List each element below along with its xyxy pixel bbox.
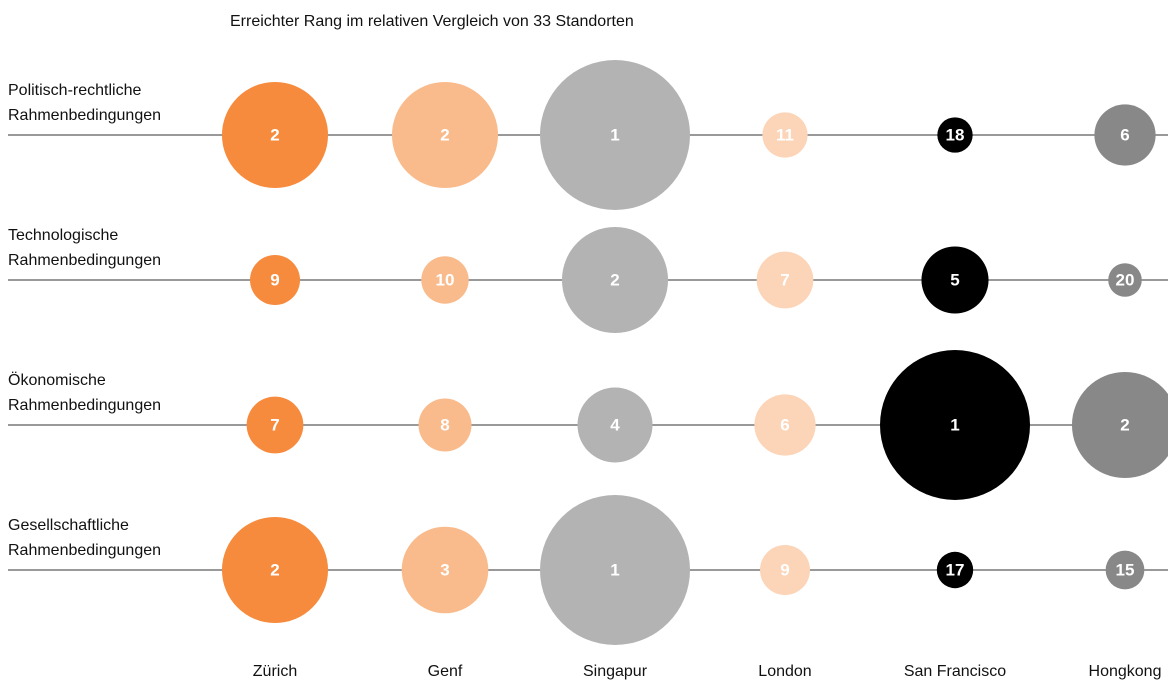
bubble-label: 2 bbox=[270, 560, 279, 579]
row-label: Rahmenbedingungen bbox=[8, 252, 161, 269]
bubble-label: 1 bbox=[950, 415, 959, 434]
bubble-label: 9 bbox=[270, 270, 279, 289]
row-label: Rahmenbedingungen bbox=[8, 542, 161, 559]
bubble bbox=[1094, 104, 1156, 166]
bubble-label: 7 bbox=[780, 270, 789, 289]
column-label: Hongkong bbox=[1089, 663, 1162, 680]
bubble bbox=[921, 246, 989, 314]
bubble-label: 3 bbox=[440, 560, 449, 579]
bubble-label: 10 bbox=[436, 270, 455, 289]
bubble-label: 17 bbox=[946, 560, 965, 579]
row-label: Rahmenbedingungen bbox=[8, 107, 161, 124]
column-label: Zürich bbox=[253, 663, 297, 680]
bubble bbox=[754, 394, 816, 456]
column-label: London bbox=[758, 663, 811, 680]
bubble-label: 6 bbox=[1120, 125, 1129, 144]
bubble-label: 2 bbox=[1120, 415, 1129, 434]
bubble bbox=[762, 112, 808, 158]
bubble-label: 7 bbox=[270, 415, 279, 434]
bubble-label: 9 bbox=[780, 560, 789, 579]
bubble-label: 1 bbox=[610, 560, 619, 579]
bubble bbox=[756, 251, 814, 309]
bubble-label: 11 bbox=[776, 125, 794, 144]
bubble bbox=[250, 255, 300, 305]
chart-title: Erreichter Rang im relativen Vergleich v… bbox=[230, 13, 634, 30]
bubble bbox=[246, 396, 304, 454]
row-label: Politisch-rechtliche bbox=[8, 82, 141, 99]
bubble-label: 1 bbox=[610, 125, 619, 144]
bubble bbox=[221, 516, 329, 624]
bubble bbox=[561, 226, 669, 334]
bubble bbox=[1105, 550, 1145, 590]
bubble bbox=[1071, 371, 1168, 479]
bubble bbox=[1108, 263, 1142, 297]
column-label: San Francisco bbox=[904, 663, 1006, 680]
bubble bbox=[577, 387, 653, 463]
bubble bbox=[936, 551, 974, 589]
bubble-label: 15 bbox=[1116, 560, 1135, 579]
bubble bbox=[540, 60, 690, 210]
bubble-label: 8 bbox=[440, 415, 449, 434]
bubble-label: 2 bbox=[610, 270, 619, 289]
bubble bbox=[540, 495, 690, 645]
column-label: Singapur bbox=[583, 663, 648, 680]
bubble bbox=[401, 526, 489, 614]
bubble bbox=[937, 117, 973, 153]
bubble-label: 4 bbox=[610, 415, 620, 434]
row-label: Gesellschaftliche bbox=[8, 517, 129, 534]
bubble bbox=[760, 545, 810, 595]
bubble bbox=[391, 81, 499, 189]
row-label: Technologische bbox=[8, 227, 118, 244]
bubble-label: 6 bbox=[780, 415, 789, 434]
bubble-label: 18 bbox=[946, 125, 965, 144]
bubble-label: 5 bbox=[950, 270, 959, 289]
column-label: Genf bbox=[428, 663, 463, 680]
bubble bbox=[880, 350, 1030, 500]
bubble-label: 2 bbox=[270, 125, 279, 144]
bubble-label: 20 bbox=[1116, 270, 1135, 289]
bubble bbox=[418, 398, 472, 452]
bubble bbox=[221, 81, 329, 189]
row-label: Ökonomische bbox=[8, 371, 106, 389]
bubble bbox=[421, 256, 469, 304]
bubble-label: 2 bbox=[440, 125, 449, 144]
row-label: Rahmenbedingungen bbox=[8, 397, 161, 414]
